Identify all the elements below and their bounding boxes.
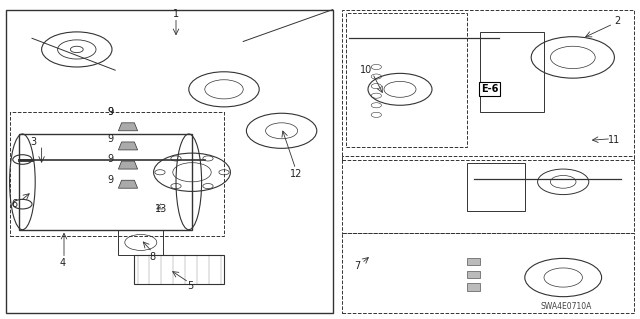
Text: 9: 9	[107, 107, 113, 117]
Polygon shape	[118, 161, 138, 169]
Text: 2: 2	[614, 16, 621, 26]
Text: 10: 10	[360, 65, 372, 75]
Text: 4: 4	[60, 258, 66, 268]
Polygon shape	[467, 271, 480, 278]
Text: 13: 13	[155, 204, 168, 214]
Text: E-6: E-6	[481, 84, 499, 94]
Polygon shape	[467, 283, 480, 291]
Text: SWA4E0710A: SWA4E0710A	[541, 302, 592, 311]
Text: 5: 5	[188, 280, 194, 291]
Text: 9: 9	[107, 175, 113, 185]
Text: 9: 9	[107, 154, 113, 165]
Text: 7: 7	[354, 261, 360, 271]
Bar	[19, 134, 192, 230]
Bar	[467, 163, 525, 211]
Text: 11: 11	[608, 135, 621, 145]
Text: 6: 6	[11, 199, 17, 209]
Text: 9: 9	[107, 134, 113, 144]
Text: 1: 1	[173, 9, 179, 19]
Text: 3: 3	[30, 137, 36, 147]
Polygon shape	[118, 180, 138, 188]
Text: 12: 12	[289, 169, 302, 179]
Bar	[134, 255, 224, 284]
Polygon shape	[467, 258, 480, 265]
Polygon shape	[118, 123, 138, 131]
Text: 8: 8	[149, 252, 156, 262]
Polygon shape	[118, 142, 138, 150]
Bar	[480, 32, 544, 112]
Text: 9: 9	[107, 107, 113, 117]
